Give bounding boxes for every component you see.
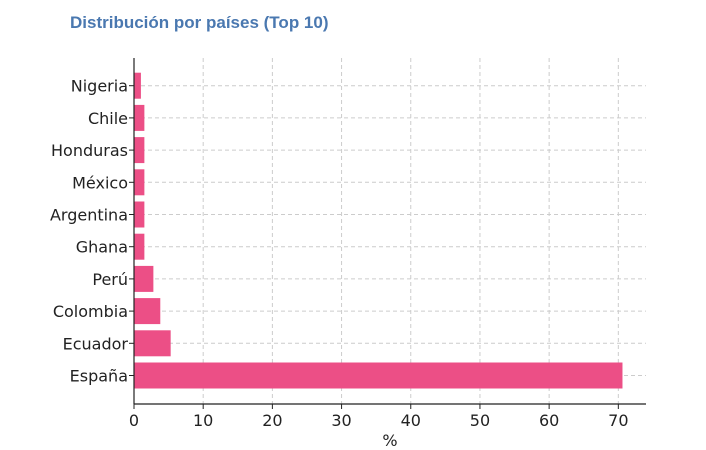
- bar-ecuador: [134, 330, 171, 357]
- x-axis-label: %: [382, 431, 397, 450]
- bar-españa: [134, 362, 623, 389]
- bar-nigeria: [134, 72, 141, 99]
- x-tick-label: 0: [129, 411, 139, 430]
- y-tick-label: España: [70, 367, 128, 386]
- y-tick-label: Honduras: [51, 141, 128, 160]
- bars: [134, 72, 623, 389]
- y-tick-label: Chile: [88, 109, 128, 128]
- y-tick-label: Ecuador: [63, 334, 129, 353]
- bar-honduras: [134, 137, 145, 164]
- y-tick-label: Nigeria: [71, 77, 128, 96]
- x-tick-label: 30: [331, 411, 351, 430]
- bar-perú: [134, 265, 154, 292]
- y-tick-label: Ghana: [76, 238, 128, 257]
- grid-lines: [134, 58, 646, 404]
- x-tick-label: 70: [608, 411, 628, 430]
- bar-argentina: [134, 201, 145, 228]
- y-tick-label: Colombia: [53, 302, 128, 321]
- x-tick-label: 10: [193, 411, 213, 430]
- bar-colombia: [134, 298, 161, 325]
- bar-chile: [134, 104, 145, 131]
- x-tick-label: 50: [470, 411, 490, 430]
- bar-méxico: [134, 169, 145, 196]
- y-tick-labels: España Ecuador Colombia Perú Ghana Argentina M…: [50, 77, 134, 386]
- x-tick-labels: 0 10 20 30 40 50 60 70: [129, 404, 629, 430]
- chart-title: Distribución por países (Top 10): [70, 13, 329, 32]
- y-tick-label: México: [72, 173, 128, 192]
- x-tick-label: 40: [401, 411, 421, 430]
- x-tick-label: 20: [262, 411, 282, 430]
- y-tick-label: Perú: [92, 270, 128, 289]
- bar-ghana: [134, 233, 145, 260]
- y-tick-label: Argentina: [50, 206, 128, 225]
- x-tick-label: 60: [539, 411, 559, 430]
